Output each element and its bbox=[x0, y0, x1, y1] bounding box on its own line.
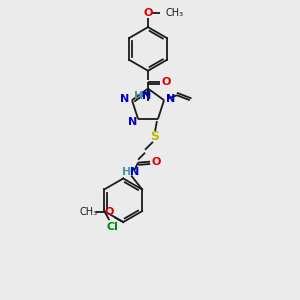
Text: CH₃: CH₃ bbox=[166, 8, 184, 18]
Text: Cl: Cl bbox=[106, 222, 118, 232]
Text: O: O bbox=[151, 157, 160, 166]
Text: CH₃: CH₃ bbox=[80, 207, 98, 217]
Text: O: O bbox=[143, 8, 153, 18]
Text: S: S bbox=[150, 130, 159, 143]
Text: O: O bbox=[105, 207, 114, 217]
Text: H: H bbox=[134, 91, 144, 100]
Text: N: N bbox=[128, 117, 137, 127]
Text: N: N bbox=[130, 167, 139, 177]
Text: N: N bbox=[120, 94, 130, 104]
Text: N: N bbox=[166, 94, 176, 104]
Text: O: O bbox=[161, 76, 170, 87]
Text: N: N bbox=[142, 91, 152, 100]
Text: H: H bbox=[122, 167, 131, 177]
